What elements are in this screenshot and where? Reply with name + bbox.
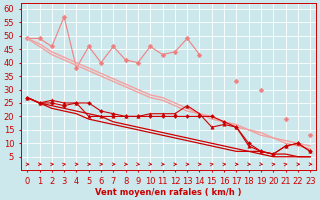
X-axis label: Vent moyen/en rafales ( km/h ): Vent moyen/en rafales ( km/h ) [95, 188, 242, 197]
